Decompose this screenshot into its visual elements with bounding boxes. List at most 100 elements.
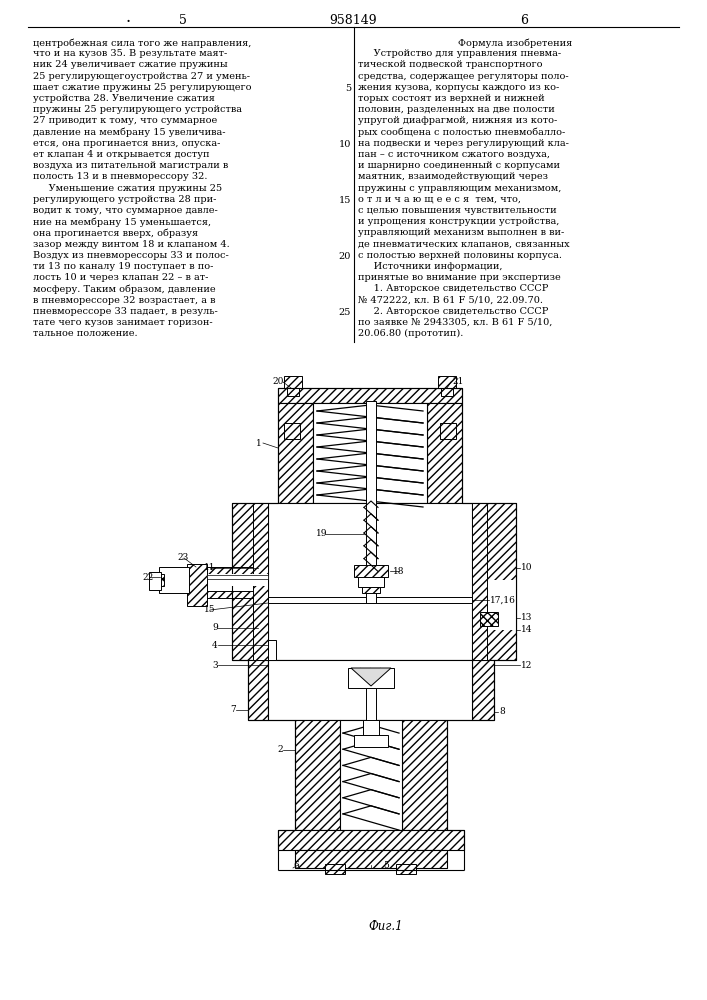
Text: 1. Авторское свидетельство СССР: 1. Авторское свидетельство СССР bbox=[358, 284, 549, 293]
Bar bbox=[187, 564, 207, 606]
Bar bbox=[396, 864, 416, 874]
Text: упругой диафрагмой, нижняя из кото-: упругой диафрагмой, нижняя из кото- bbox=[358, 116, 557, 125]
Bar bbox=[427, 403, 462, 503]
Bar bbox=[472, 503, 487, 660]
Text: тате чего кузов занимает горизон-: тате чего кузов занимает горизон- bbox=[33, 318, 213, 327]
Bar bbox=[472, 580, 516, 630]
Bar bbox=[284, 423, 300, 439]
Text: что и на кузов 35. В результате маят-: что и на кузов 35. В результате маят- bbox=[33, 49, 227, 58]
Bar bbox=[354, 565, 388, 577]
Text: ется, она прогинается вниз, опуска-: ется, она прогинается вниз, опуска- bbox=[33, 139, 221, 148]
Bar bbox=[278, 403, 313, 503]
Text: 2. Авторское свидетельство СССР: 2. Авторское свидетельство СССР bbox=[358, 307, 549, 316]
Text: 19: 19 bbox=[316, 530, 327, 538]
Text: давление на мембрану 15 увеличива-: давление на мембрану 15 увеличива- bbox=[33, 128, 226, 137]
Text: устройства 28. Увеличение сжатия: устройства 28. Увеличение сжатия bbox=[33, 94, 215, 103]
Text: ние на мембрану 15 уменьшается,: ние на мембрану 15 уменьшается, bbox=[33, 217, 211, 227]
Text: 2: 2 bbox=[277, 746, 283, 754]
Bar bbox=[313, 403, 427, 503]
Text: торых состоят из верхней и нижней: торых состоят из верхней и нижней bbox=[358, 94, 544, 103]
Bar bbox=[149, 572, 161, 590]
Bar bbox=[295, 850, 447, 868]
Text: и шарнирно соединенный с корпусами: и шарнирно соединенный с корпусами bbox=[358, 161, 560, 170]
Text: воздуха из питательной магистрали в: воздуха из питательной магистрали в bbox=[33, 161, 228, 170]
Text: 14: 14 bbox=[521, 626, 532, 635]
Text: полость 13 и в пневморессору 32.: полость 13 и в пневморессору 32. bbox=[33, 172, 207, 181]
Text: регулирующего устройства 28 при-: регулирующего устройства 28 при- bbox=[33, 195, 216, 204]
Text: шает сжатие пружины 25 регулирующего: шает сжатие пружины 25 регулирующего bbox=[33, 83, 252, 92]
Bar bbox=[472, 503, 516, 660]
Bar bbox=[278, 388, 462, 403]
Text: 10: 10 bbox=[339, 140, 351, 149]
Text: 9: 9 bbox=[212, 624, 218, 633]
Text: Устройство для управления пневма-: Устройство для управления пневма- bbox=[358, 49, 561, 58]
Text: ·: · bbox=[125, 14, 131, 31]
Text: зазор между винтом 18 и клапаном 4.: зазор между винтом 18 и клапаном 4. bbox=[33, 240, 230, 249]
Text: 5: 5 bbox=[179, 14, 187, 27]
Text: жения кузова, корпусы каждого из ко-: жения кузова, корпусы каждого из ко- bbox=[358, 83, 559, 92]
Bar bbox=[202, 574, 268, 586]
Text: Уменьшение сжатия пружины 25: Уменьшение сжатия пружины 25 bbox=[33, 184, 222, 193]
Text: пан – с источником сжатого воздуха,: пан – с источником сжатого воздуха, bbox=[358, 150, 550, 159]
Text: ти 13 по каналу 19 поступает в по-: ти 13 по каналу 19 поступает в по- bbox=[33, 262, 214, 271]
Text: 25: 25 bbox=[339, 308, 351, 317]
Text: на подвески и через регулирующий кла-: на подвески и через регулирующий кла- bbox=[358, 139, 569, 148]
Text: тической подвеской транспортного: тической подвеской транспортного bbox=[358, 60, 542, 69]
Text: рых сообщена с полостью пневмобалло-: рых сообщена с полостью пневмобалло- bbox=[358, 128, 566, 137]
Text: принятые во внимание при экспертизе: принятые во внимание при экспертизе bbox=[358, 273, 561, 282]
Text: 958149: 958149 bbox=[329, 14, 378, 27]
Bar bbox=[192, 567, 268, 593]
Text: Воздух из пневморессоры 33 и полос-: Воздух из пневморессоры 33 и полос- bbox=[33, 251, 229, 260]
Text: управляющий механизм выполнен в ви-: управляющий механизм выполнен в ви- bbox=[358, 228, 564, 237]
Bar bbox=[362, 587, 380, 593]
Bar bbox=[207, 575, 268, 579]
Text: средства, содержащее регуляторы поло-: средства, содержащее регуляторы поло- bbox=[358, 72, 568, 81]
Text: 23: 23 bbox=[177, 554, 188, 562]
Text: 27 приводит к тому, что суммарное: 27 приводит к тому, что суммарное bbox=[33, 116, 217, 125]
Bar bbox=[295, 720, 340, 830]
Text: тальное положение.: тальное положение. bbox=[33, 329, 138, 338]
Text: ет клапан 4 и открывается доступ: ет клапан 4 и открывается доступ bbox=[33, 150, 209, 159]
Bar bbox=[440, 423, 456, 439]
Text: в пневморессоре 32 возрастает, а в: в пневморессоре 32 возрастает, а в bbox=[33, 296, 216, 305]
Text: № 472222, кл. В 61 F 5/10, 22.09.70.: № 472222, кл. В 61 F 5/10, 22.09.70. bbox=[358, 296, 543, 305]
Text: 18: 18 bbox=[393, 566, 404, 576]
Text: водит к тому, что суммарное давле-: водит к тому, что суммарное давле- bbox=[33, 206, 218, 215]
Bar bbox=[192, 591, 268, 598]
Text: 25 регулирующегоустройства 27 и умень-: 25 регулирующегоустройства 27 и умень- bbox=[33, 72, 250, 81]
Text: с полостью верхней половины корпуса.: с полостью верхней половины корпуса. bbox=[358, 251, 562, 260]
Text: Фиг.1: Фиг.1 bbox=[368, 920, 403, 933]
Bar bbox=[268, 660, 472, 720]
Text: 1: 1 bbox=[256, 438, 262, 448]
Text: 13: 13 bbox=[521, 613, 532, 622]
Text: Формула изобретения: Формула изобретения bbox=[458, 38, 572, 47]
Text: 10: 10 bbox=[521, 564, 532, 572]
Text: Источники информации,: Источники информации, bbox=[358, 262, 503, 271]
Text: 17,16: 17,16 bbox=[490, 595, 516, 604]
Text: лость 10 и через клапан 22 – в ат-: лость 10 и через клапан 22 – в ат- bbox=[33, 273, 209, 282]
Text: маятник, взаимодействующий через: маятник, взаимодействующий через bbox=[358, 172, 548, 181]
Bar bbox=[441, 388, 453, 396]
Text: ник 24 увеличивает сжатие пружины: ник 24 увеличивает сжатие пружины bbox=[33, 60, 228, 69]
Text: и упрощения конструкции устройства,: и упрощения конструкции устройства, bbox=[358, 217, 559, 226]
Bar bbox=[159, 567, 189, 593]
Bar bbox=[253, 503, 268, 660]
Bar bbox=[248, 660, 268, 720]
Text: 7: 7 bbox=[230, 706, 235, 714]
Text: 11: 11 bbox=[204, 564, 216, 572]
Polygon shape bbox=[351, 668, 391, 686]
Text: пневморессоре 33 падает, в резуль-: пневморессоре 33 падает, в резуль- bbox=[33, 307, 218, 316]
Text: 20.06.80 (прототип).: 20.06.80 (прототип). bbox=[358, 329, 463, 338]
Bar bbox=[376, 597, 472, 603]
Text: 6: 6 bbox=[520, 14, 528, 27]
Bar bbox=[480, 612, 498, 626]
Bar bbox=[325, 864, 345, 874]
Text: центробежная сила того же направления,: центробежная сила того же направления, bbox=[33, 38, 252, 47]
Bar bbox=[358, 577, 384, 587]
Bar bbox=[354, 735, 388, 747]
Text: половин, разделенных на две полости: половин, разделенных на две полости bbox=[358, 105, 555, 114]
Text: 20: 20 bbox=[272, 377, 284, 386]
Bar bbox=[154, 574, 164, 586]
Text: 15: 15 bbox=[339, 196, 351, 205]
Text: она прогинается вверх, образуя: она прогинается вверх, образуя bbox=[33, 228, 198, 238]
